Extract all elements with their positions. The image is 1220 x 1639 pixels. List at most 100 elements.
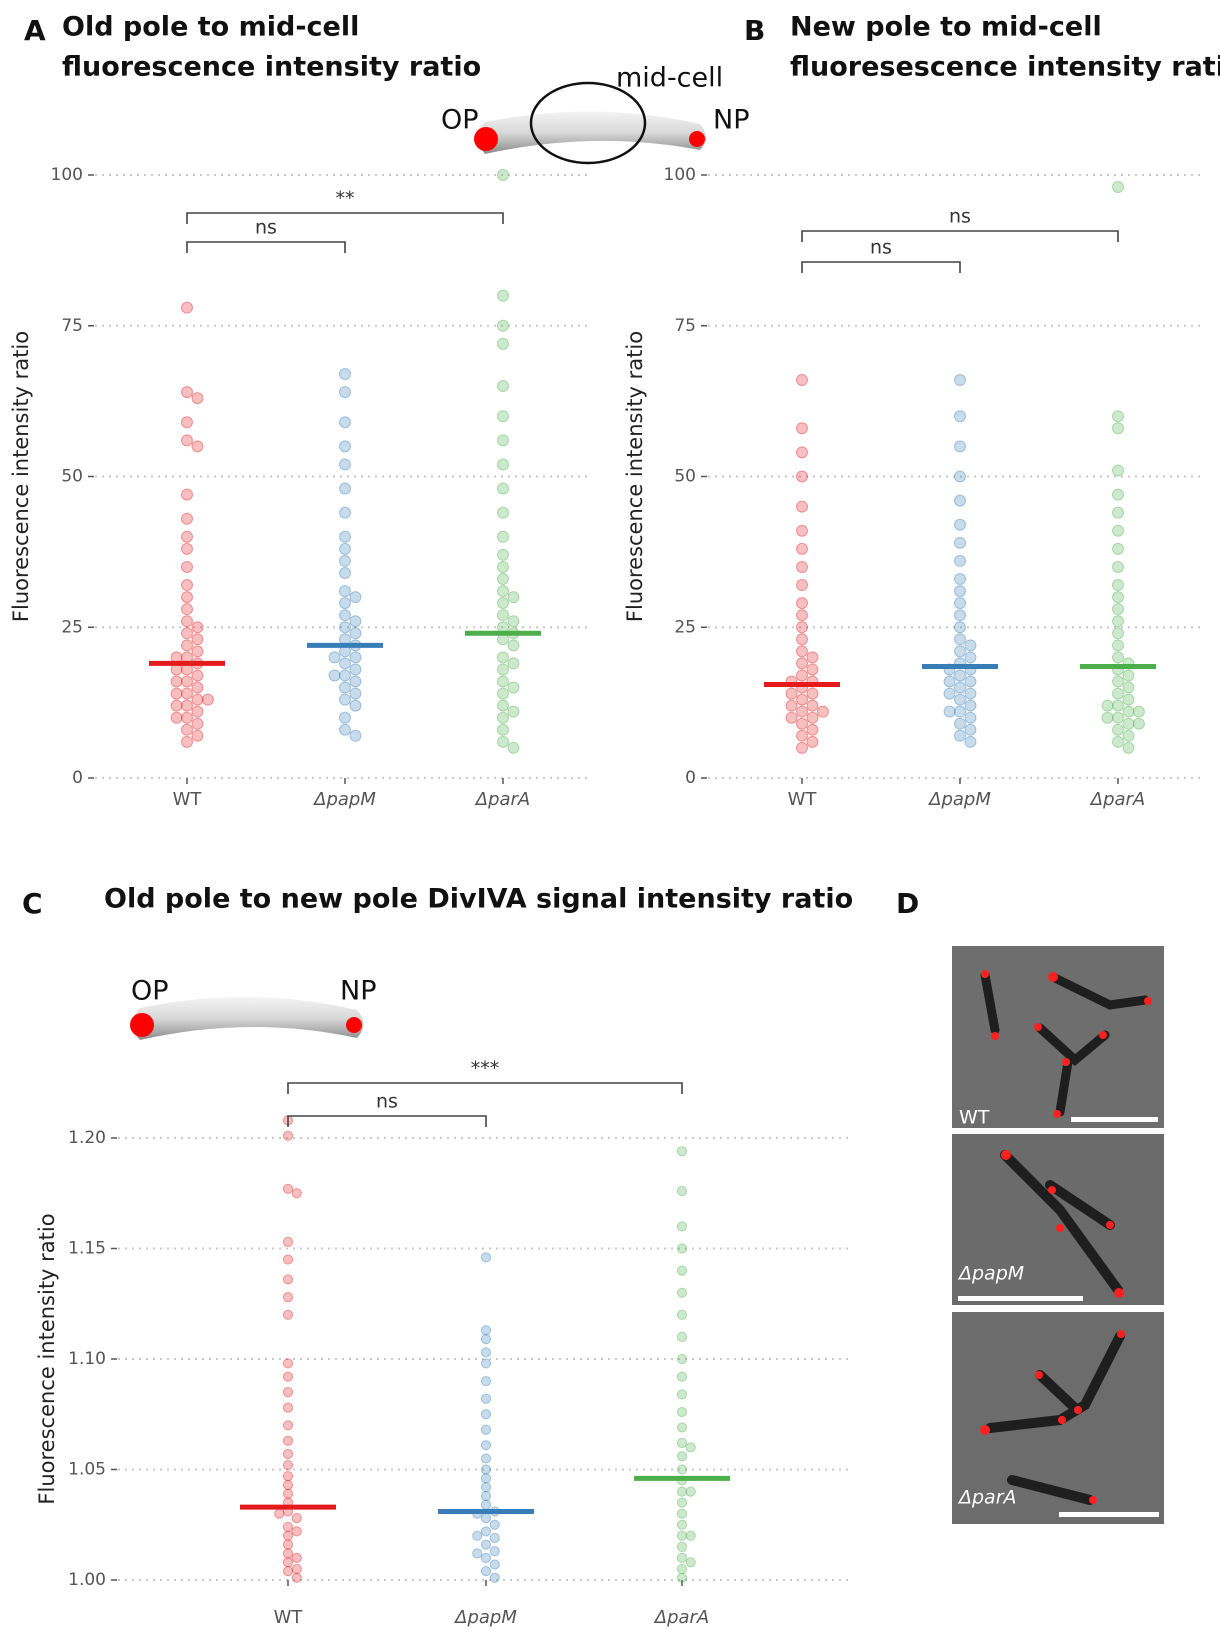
data-point [282, 1387, 294, 1398]
data-point [676, 1572, 688, 1583]
data-point [796, 500, 808, 513]
panel-label: D [896, 887, 919, 920]
data-point [685, 1442, 696, 1453]
data-point [1122, 693, 1135, 706]
data-point [796, 693, 808, 706]
data-point [489, 1546, 500, 1557]
data-point [964, 675, 977, 688]
data-point [676, 1221, 688, 1232]
data-point [1112, 488, 1124, 501]
mid-cell-oval [529, 81, 647, 165]
data-point [191, 693, 204, 706]
data-point [201, 693, 214, 706]
data-point [1112, 410, 1124, 423]
cell-rod [1000, 1150, 1123, 1295]
new-pole-dot [689, 131, 705, 147]
data-point [1112, 591, 1124, 604]
micrograph [952, 1134, 1164, 1305]
diagram-label: OP [441, 105, 479, 136]
data-point [339, 669, 351, 682]
data-point [274, 1508, 285, 1519]
y-axis-title: Fluorescence intensity ratio [9, 331, 33, 622]
data-point [339, 440, 351, 453]
cell-rod [980, 970, 1150, 1117]
data-point [480, 1499, 492, 1510]
y-tick-label: 1.05 [68, 1460, 106, 1480]
data-point [676, 1530, 688, 1541]
old-pole-dot [130, 1013, 154, 1037]
data-point [170, 675, 183, 688]
x-tick-label: ΔpapM [453, 1607, 517, 1628]
data-point [954, 717, 966, 730]
data-point [339, 566, 351, 579]
y-tick-label: 0 [685, 768, 696, 788]
y-tick-label: 1.15 [68, 1239, 106, 1259]
data-point [796, 705, 808, 718]
data-point [685, 1530, 696, 1541]
data-point [806, 687, 819, 700]
data-point [796, 446, 808, 459]
data-point [480, 1424, 492, 1435]
data-point [685, 1557, 696, 1568]
data-point [181, 301, 193, 314]
cell [477, 111, 706, 154]
data-point [480, 1358, 492, 1369]
data-point [676, 1497, 688, 1508]
data-point [1122, 717, 1135, 730]
data-point [480, 1440, 492, 1451]
data-point [339, 711, 351, 724]
data-point [349, 675, 362, 688]
data-point [191, 633, 204, 646]
data-point [796, 621, 808, 634]
data-point [480, 1490, 492, 1502]
significance-label: ** [336, 188, 355, 210]
data-point [282, 1471, 294, 1482]
data-point [181, 386, 193, 399]
data-point [497, 735, 509, 748]
data-point [1112, 506, 1124, 519]
significance-bracket [801, 261, 961, 273]
data-point [282, 1402, 294, 1413]
data-point [282, 1459, 294, 1471]
data-point [480, 1453, 492, 1464]
data-point [796, 560, 808, 573]
data-point [339, 693, 351, 706]
diagram-label: mid-cell [616, 63, 723, 94]
data-point [480, 1393, 492, 1404]
micrograph-label: ΔpapM [957, 1263, 1024, 1285]
y-tick-label: 1.00 [68, 1570, 106, 1590]
data-point [507, 615, 520, 628]
data-point [181, 615, 193, 628]
panel-label: A [24, 14, 46, 47]
data-point [497, 548, 509, 561]
data-point [676, 1451, 688, 1462]
data-point [964, 711, 977, 724]
data-point [497, 506, 509, 519]
data-point [349, 651, 362, 664]
data-point [339, 506, 351, 519]
data-point [806, 699, 819, 712]
data-point [806, 651, 819, 664]
data-point [943, 675, 956, 688]
data-point [943, 705, 956, 718]
data-point [181, 627, 193, 640]
data-point [1112, 687, 1124, 700]
data-point [191, 669, 204, 682]
significance-bracket [186, 241, 346, 253]
data-point [676, 1486, 688, 1497]
data-point [480, 1252, 492, 1263]
diagram-label: NP [713, 105, 749, 136]
data-point [282, 1435, 294, 1446]
data-point [181, 603, 193, 616]
y-axis-title: Fluorescence intensity ratio [35, 1213, 59, 1504]
data-point [282, 1521, 294, 1533]
diagram-label: OP [131, 976, 169, 1007]
data-point [291, 1572, 302, 1583]
data-point [676, 1243, 688, 1254]
data-point [339, 367, 351, 380]
data-point [339, 609, 351, 622]
data-point [282, 1274, 294, 1285]
data-point [480, 1325, 492, 1336]
data-point [497, 663, 509, 676]
data-point [497, 337, 509, 350]
